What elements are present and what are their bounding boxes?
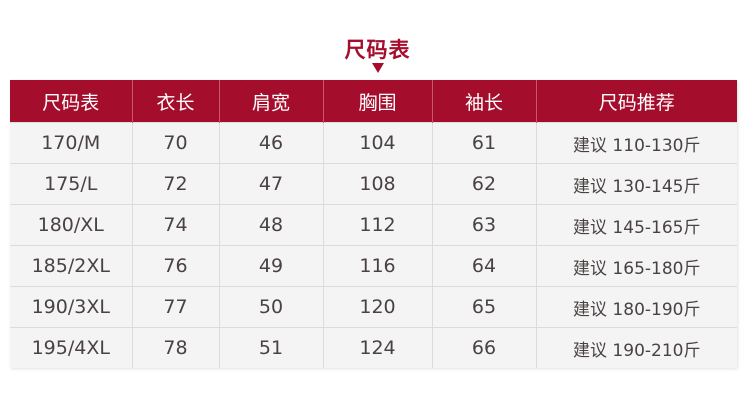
cell-sleeve: 61 <box>431 122 536 164</box>
cell-length: 74 <box>131 204 219 246</box>
table-row: 190/3XL 77 50 120 65 建议 180-190斤 <box>10 286 737 328</box>
cell-shoulder: 47 <box>218 163 323 205</box>
table-row: 185/2XL 76 49 116 64 建议 165-180斤 <box>10 245 737 287</box>
header-recommendation: 尺码推荐 <box>535 80 737 123</box>
table-row: 170/M 70 46 104 61 建议 110-130斤 <box>10 122 737 164</box>
table-row: 180/XL 74 48 112 63 建议 145-165斤 <box>10 204 737 246</box>
table-row: 175/L 72 47 108 62 建议 130-145斤 <box>10 163 737 205</box>
header-length: 衣长 <box>131 80 219 123</box>
cell-shoulder: 51 <box>218 327 323 368</box>
cell-shoulder: 48 <box>218 204 323 246</box>
cell-size: 175/L <box>10 163 132 205</box>
header-shoulder: 肩宽 <box>218 80 323 123</box>
cell-size: 185/2XL <box>10 245 132 287</box>
size-table: 尺码表 衣长 肩宽 胸围 袖长 尺码推荐 170/M 70 46 104 61 建议 110-130… <box>10 80 737 368</box>
cell-recommendation: 建议 145-165斤 <box>535 204 737 246</box>
cell-size: 195/4XL <box>10 327 132 368</box>
cell-chest: 108 <box>322 163 432 205</box>
cell-length: 78 <box>131 327 219 368</box>
header-chest: 胸围 <box>322 80 432 123</box>
cell-length: 76 <box>131 245 219 287</box>
cell-shoulder: 50 <box>218 286 323 328</box>
cell-recommendation: 建议 180-190斤 <box>535 286 737 328</box>
cell-recommendation: 建议 190-210斤 <box>535 327 737 368</box>
cell-recommendation: 建议 110-130斤 <box>535 122 737 164</box>
cell-sleeve: 65 <box>431 286 536 328</box>
arrow-down-icon <box>372 63 384 73</box>
cell-shoulder: 49 <box>218 245 323 287</box>
cell-recommendation: 建议 130-145斤 <box>535 163 737 205</box>
chart-title: 尺码表 <box>344 38 411 62</box>
cell-recommendation: 建议 165-180斤 <box>535 245 737 287</box>
cell-shoulder: 46 <box>218 122 323 164</box>
cell-length: 70 <box>131 122 219 164</box>
header-row: 尺码表 衣长 肩宽 胸围 袖长 尺码推荐 <box>10 80 737 123</box>
cell-chest: 124 <box>322 327 432 368</box>
header-size: 尺码表 <box>10 80 132 123</box>
cell-size: 180/XL <box>10 204 132 246</box>
cell-length: 77 <box>131 286 219 328</box>
cell-sleeve: 64 <box>431 245 536 287</box>
cell-size: 190/3XL <box>10 286 132 328</box>
cell-chest: 116 <box>322 245 432 287</box>
cell-sleeve: 62 <box>431 163 536 205</box>
table-row: 195/4XL 78 51 124 66 建议 190-210斤 <box>10 327 737 368</box>
cell-chest: 112 <box>322 204 432 246</box>
cell-length: 72 <box>131 163 219 205</box>
cell-chest: 104 <box>322 122 432 164</box>
cell-sleeve: 66 <box>431 327 536 368</box>
cell-chest: 120 <box>322 286 432 328</box>
cell-sleeve: 63 <box>431 204 536 246</box>
header-sleeve: 袖长 <box>431 80 536 123</box>
cell-size: 170/M <box>10 122 132 164</box>
